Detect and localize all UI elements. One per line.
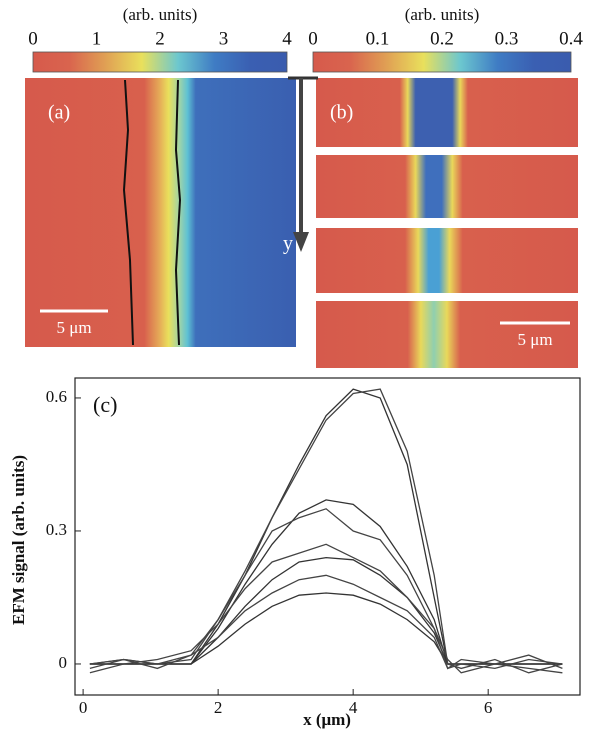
colorbar-tick-label: 2 xyxy=(155,28,165,49)
series-line xyxy=(89,499,563,665)
arrow-head xyxy=(293,232,309,252)
x-axis-label: x (μm) xyxy=(303,710,351,729)
panel-label: (c) xyxy=(93,392,117,417)
plot-frame xyxy=(74,377,581,696)
colorbar-tick-label: 0.3 xyxy=(495,28,519,49)
contour xyxy=(174,79,182,346)
y-tick-label: 0.3 xyxy=(46,520,67,539)
series-line xyxy=(89,543,563,674)
colorbar xyxy=(32,51,288,73)
x-tick-label: 6 xyxy=(484,698,493,717)
scale-bar-label: 5 μm xyxy=(56,318,91,337)
series-line xyxy=(89,508,563,674)
colorbar-tick-label: 0 xyxy=(28,28,38,49)
colorbar-title: (arb. units) xyxy=(405,5,480,24)
colorbar-title: (arb. units) xyxy=(123,5,198,24)
panel-label: (a) xyxy=(48,102,70,124)
y-tick-label: 0 xyxy=(59,653,68,672)
colorbar xyxy=(312,51,572,73)
x-tick-label: 0 xyxy=(79,698,88,717)
y-axis-label: EFM signal (arb. units) xyxy=(9,455,28,625)
colorbar-tick-label: 0.2 xyxy=(430,28,454,49)
contour xyxy=(122,79,134,346)
colorbar-tick-label: 0 xyxy=(308,28,318,49)
panel-b-image xyxy=(316,78,578,147)
x-tick-label: 2 xyxy=(214,698,223,717)
panel-b-image xyxy=(316,301,578,368)
y-tick-label: 0.6 xyxy=(46,387,67,406)
colorbar-tick-label: 1 xyxy=(92,28,102,49)
series-line xyxy=(89,574,563,670)
series-line xyxy=(89,388,563,674)
axis-label: y xyxy=(283,233,293,255)
x-tick-label: 4 xyxy=(349,698,358,717)
series-line xyxy=(89,388,563,665)
panel-b-image xyxy=(316,155,578,218)
series-line xyxy=(89,556,563,665)
series-line xyxy=(89,592,563,665)
colorbar-tick-label: 3 xyxy=(219,28,229,49)
panel-label: (b) xyxy=(330,102,353,124)
colorbar-tick-label: 0.1 xyxy=(366,28,390,49)
panel-a-image xyxy=(25,78,296,347)
panel-b-image xyxy=(316,228,578,293)
colorbar-tick-label: 4 xyxy=(282,28,292,49)
colorbar-tick-label: 0.4 xyxy=(559,28,583,49)
scale-bar-label: 5 μm xyxy=(517,330,552,349)
